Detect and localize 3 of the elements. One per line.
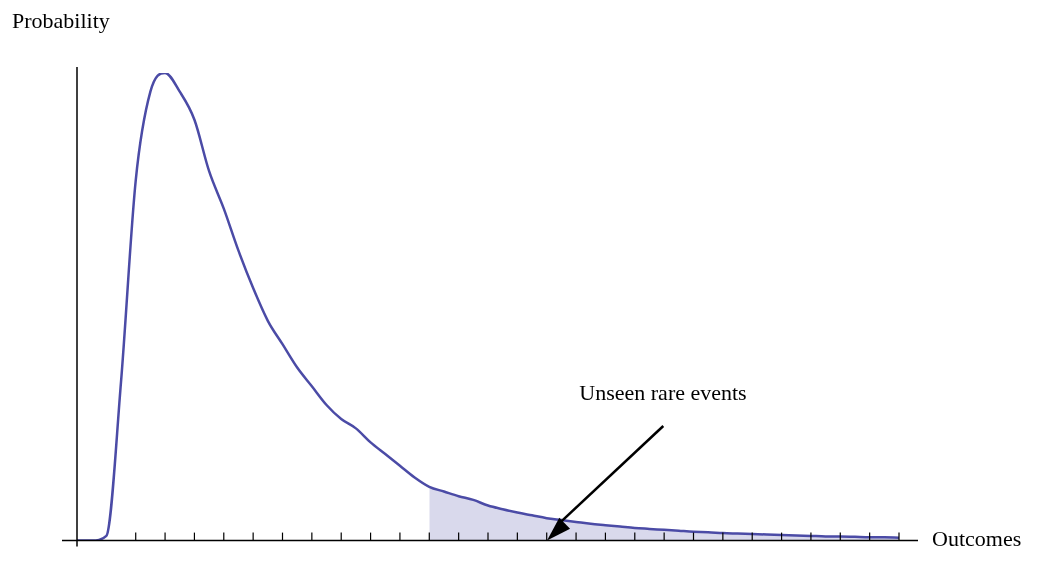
annotation: Unseen rare events	[579, 380, 747, 405]
x-axis-title: Outcomes	[932, 525, 1022, 551]
y-axis-title: Probability	[12, 8, 110, 33]
